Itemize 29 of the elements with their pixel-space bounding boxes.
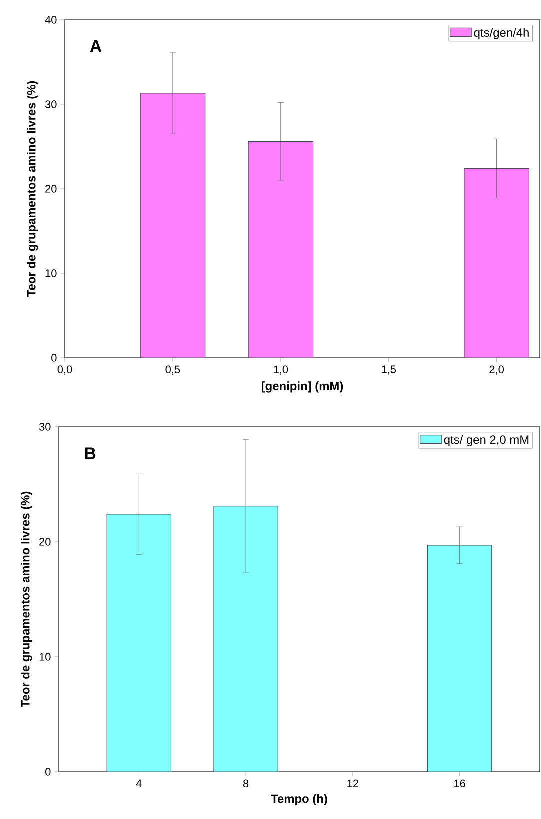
bar xyxy=(214,506,278,772)
y-tick-label: 20 xyxy=(46,185,57,193)
y-tick-label: 0 xyxy=(52,354,57,362)
x-tick-label: 0,5 xyxy=(166,366,180,375)
y-tick-label: 20 xyxy=(40,538,51,546)
bar xyxy=(427,545,492,772)
y-tick-label: 40 xyxy=(45,16,57,24)
x-tick-label: 0,0 xyxy=(58,366,72,375)
y-tick-label: 30 xyxy=(45,100,57,108)
y-tick-label: 10 xyxy=(46,270,57,278)
x-tick-label: 12 xyxy=(348,780,358,788)
y-axis-title: Teor de grupamentos amino livres (%) xyxy=(21,492,32,708)
x-tick-label: 8 xyxy=(243,780,249,788)
y-axis-title: Teor de grupamentos amino livres (%) xyxy=(27,81,38,298)
bar xyxy=(106,514,172,772)
y-tick-label: 30 xyxy=(39,423,51,431)
x-tick-label: 4 xyxy=(136,780,142,788)
x-tick-label: 1,0 xyxy=(274,366,288,375)
y-tick-label: 0 xyxy=(46,768,51,776)
y-tick-label: 10 xyxy=(40,653,51,661)
x-axis-title: [genipin] (mM) xyxy=(262,382,344,393)
annotation: B xyxy=(85,448,96,460)
x-tick-label: 2,0 xyxy=(490,366,504,375)
x-tick-label: 16 xyxy=(454,780,466,788)
x-tick-label: 1,5 xyxy=(382,366,396,375)
legend-label: qts/ gen 2,0 mM xyxy=(444,435,529,447)
annotation: A xyxy=(90,40,102,52)
legend-label: qts/gen/4h xyxy=(474,28,529,40)
x-axis-title: Tempo (h) xyxy=(271,794,328,806)
